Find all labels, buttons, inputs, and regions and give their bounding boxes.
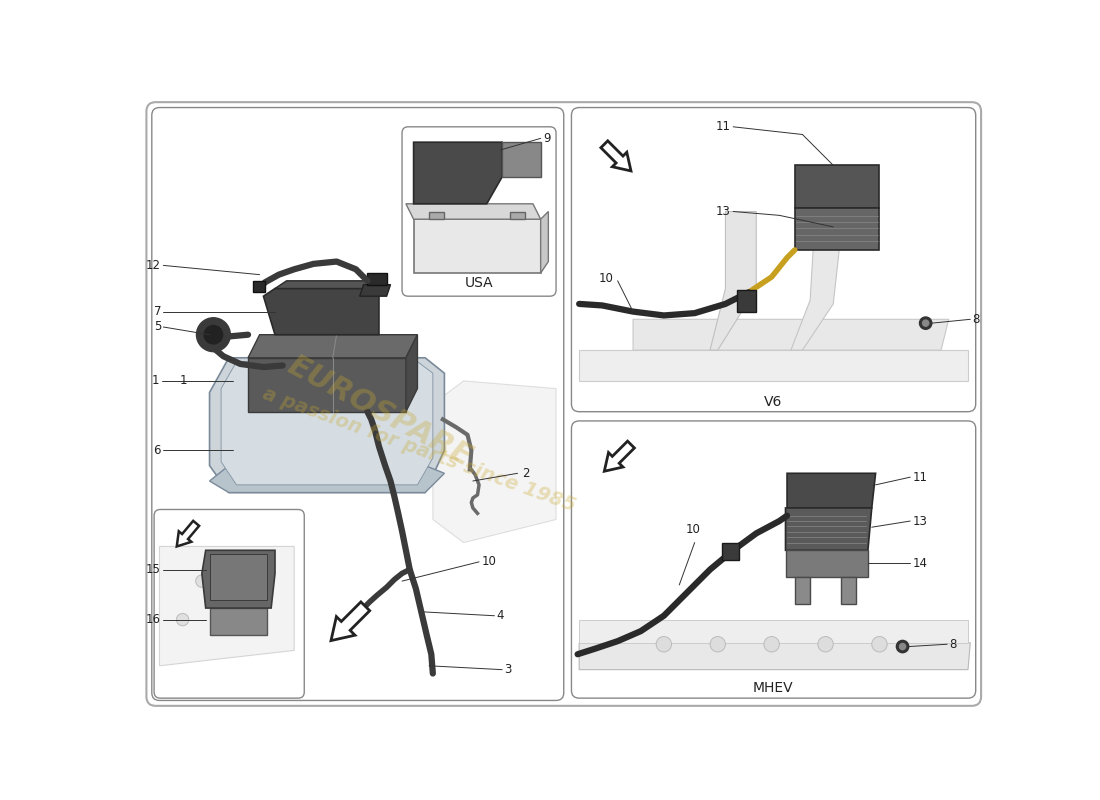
Text: 8: 8 xyxy=(972,313,980,326)
Circle shape xyxy=(920,317,932,330)
Polygon shape xyxy=(264,289,378,334)
Text: 4: 4 xyxy=(497,610,504,622)
Text: a passion for parts since 1985: a passion for parts since 1985 xyxy=(260,385,578,516)
Circle shape xyxy=(176,614,189,626)
Polygon shape xyxy=(791,234,842,350)
Polygon shape xyxy=(785,508,871,550)
Polygon shape xyxy=(429,211,444,219)
Polygon shape xyxy=(177,521,199,546)
Circle shape xyxy=(656,637,672,652)
Text: 11: 11 xyxy=(716,120,730,134)
Polygon shape xyxy=(541,211,548,273)
Text: 13: 13 xyxy=(913,514,927,527)
Circle shape xyxy=(711,637,726,652)
Polygon shape xyxy=(160,546,295,666)
Text: V6: V6 xyxy=(764,395,782,410)
Polygon shape xyxy=(842,578,856,604)
Circle shape xyxy=(818,637,834,652)
Polygon shape xyxy=(794,208,880,250)
Polygon shape xyxy=(580,619,968,642)
Polygon shape xyxy=(711,211,757,350)
Text: 3: 3 xyxy=(505,663,512,676)
Polygon shape xyxy=(209,466,444,493)
Circle shape xyxy=(211,614,223,626)
Text: 10: 10 xyxy=(685,523,701,537)
Text: 9: 9 xyxy=(543,132,550,145)
Polygon shape xyxy=(221,362,433,485)
Circle shape xyxy=(896,640,909,653)
Text: MHEV: MHEV xyxy=(752,681,793,695)
Circle shape xyxy=(205,326,222,344)
Circle shape xyxy=(900,643,905,650)
Text: 6: 6 xyxy=(154,444,161,457)
Text: 13: 13 xyxy=(716,205,730,218)
Circle shape xyxy=(871,637,888,652)
Text: 10: 10 xyxy=(482,555,496,568)
Text: 5: 5 xyxy=(154,321,161,334)
FancyBboxPatch shape xyxy=(152,107,563,701)
Polygon shape xyxy=(502,142,541,177)
Polygon shape xyxy=(737,290,757,311)
Polygon shape xyxy=(253,281,265,292)
Polygon shape xyxy=(433,381,556,542)
Text: USA: USA xyxy=(464,276,494,290)
Polygon shape xyxy=(209,358,444,493)
Text: 8: 8 xyxy=(949,638,957,650)
Polygon shape xyxy=(275,281,375,289)
Polygon shape xyxy=(510,211,526,219)
Polygon shape xyxy=(209,608,267,635)
Circle shape xyxy=(763,637,779,652)
Text: 1: 1 xyxy=(179,374,187,387)
FancyBboxPatch shape xyxy=(154,510,305,698)
Polygon shape xyxy=(634,319,948,350)
Polygon shape xyxy=(601,141,631,171)
Polygon shape xyxy=(406,334,418,412)
Text: 15: 15 xyxy=(146,563,161,576)
FancyBboxPatch shape xyxy=(572,107,976,412)
Polygon shape xyxy=(580,642,970,670)
Polygon shape xyxy=(360,285,390,296)
Polygon shape xyxy=(202,550,275,608)
Polygon shape xyxy=(367,273,387,285)
Polygon shape xyxy=(209,554,267,600)
Text: 12: 12 xyxy=(146,259,161,272)
Polygon shape xyxy=(406,204,541,219)
FancyBboxPatch shape xyxy=(403,126,556,296)
Polygon shape xyxy=(414,142,502,204)
Circle shape xyxy=(253,614,266,626)
Circle shape xyxy=(196,575,208,587)
Circle shape xyxy=(923,320,928,326)
Text: 10: 10 xyxy=(598,272,614,285)
Text: 16: 16 xyxy=(146,613,161,626)
Circle shape xyxy=(242,575,254,587)
Text: 14: 14 xyxy=(913,557,927,570)
FancyBboxPatch shape xyxy=(572,421,976,698)
Polygon shape xyxy=(788,474,876,508)
Polygon shape xyxy=(331,602,370,641)
Polygon shape xyxy=(414,219,541,273)
Polygon shape xyxy=(794,578,810,604)
Text: 2: 2 xyxy=(522,467,530,480)
Text: 1: 1 xyxy=(152,374,160,387)
Circle shape xyxy=(197,318,230,352)
Polygon shape xyxy=(249,358,406,412)
Polygon shape xyxy=(722,542,739,559)
Polygon shape xyxy=(604,441,635,471)
FancyBboxPatch shape xyxy=(146,102,981,706)
Text: EUROSPARE: EUROSPARE xyxy=(283,351,477,473)
Polygon shape xyxy=(785,550,868,578)
Polygon shape xyxy=(794,166,880,208)
Polygon shape xyxy=(580,350,968,381)
Polygon shape xyxy=(249,334,418,358)
Text: 11: 11 xyxy=(913,470,927,484)
Text: 7: 7 xyxy=(154,305,161,318)
